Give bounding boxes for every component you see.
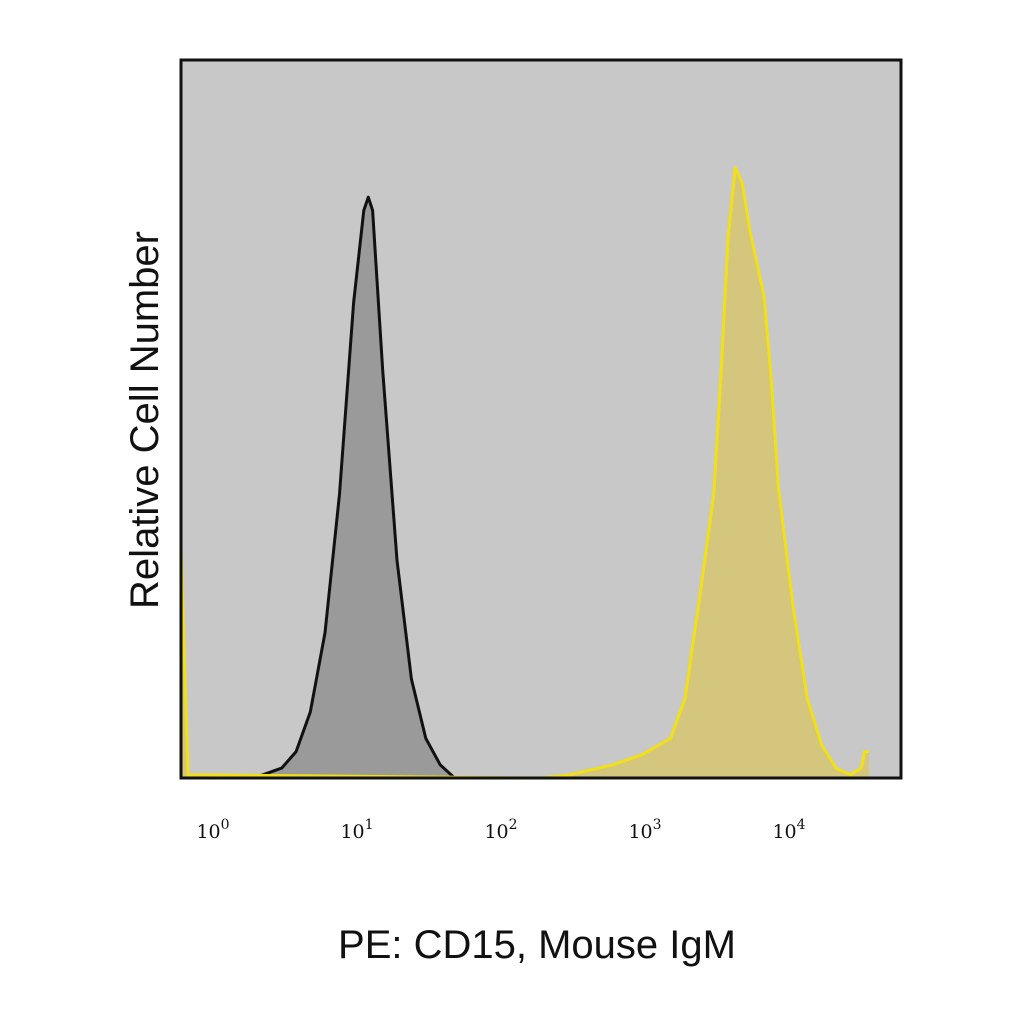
cd15-stain-histogram-outline	[179, 166, 870, 780]
isotype-control-histogram-fill	[235, 197, 455, 778]
x-tick-label: 100	[196, 817, 229, 843]
y-axis-title: Relative Cell Number	[123, 231, 167, 609]
isotype-control-histogram-outline	[235, 195, 456, 780]
x-tick-label: 104	[772, 817, 805, 843]
x-axis-title: PE: CD15, Mouse IgM	[338, 923, 736, 967]
plot-frame	[179, 58, 903, 780]
x-tick-labels: 100 101 102 103 104	[196, 817, 805, 843]
x-tick-label: 102	[484, 817, 517, 843]
x-tick-label: 101	[340, 817, 373, 843]
x-tick-label: 103	[628, 817, 661, 843]
series-layer	[179, 166, 870, 780]
